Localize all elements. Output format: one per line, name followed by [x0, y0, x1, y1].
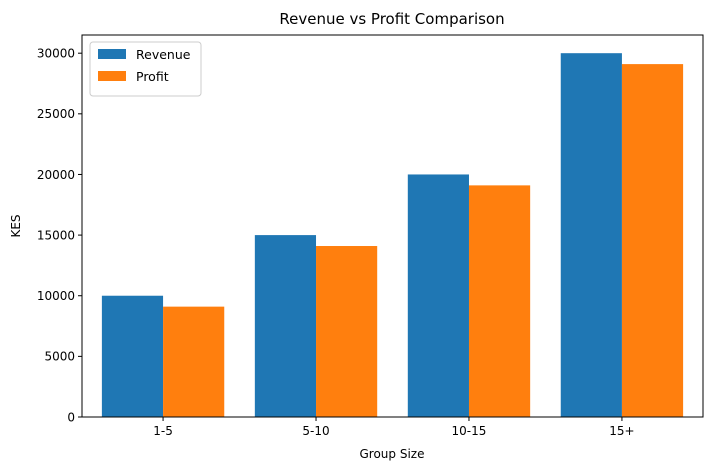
x-tick-label: 15+	[609, 424, 634, 438]
y-axis-label: KES	[9, 214, 23, 237]
bar-profit-15+	[621, 64, 684, 417]
legend-swatch-profit	[98, 71, 126, 81]
bars-group	[101, 53, 684, 417]
bar-revenue-1-5	[101, 295, 164, 417]
chart-title: Revenue vs Profit Comparison	[279, 10, 504, 28]
x-tick-label: 5-10	[302, 424, 329, 438]
y-tick-label: 5000	[44, 350, 75, 364]
legend-label-revenue: Revenue	[136, 47, 191, 62]
bar-profit-5-10	[316, 246, 378, 417]
x-axis: 1-5 5-10 10-15 15+	[153, 417, 635, 438]
bar-revenue-15+	[560, 53, 622, 417]
y-tick-label: 20000	[37, 168, 75, 182]
bar-profit-1-5	[163, 306, 225, 417]
y-tick-label: 10000	[37, 289, 75, 303]
legend-swatch-revenue	[98, 49, 126, 59]
bar-profit-10-15	[468, 185, 531, 417]
bar-revenue-10-15	[407, 174, 469, 417]
legend-label-profit: Profit	[136, 69, 169, 84]
y-tick-label: 25000	[37, 107, 75, 121]
x-axis-label: Group Size	[360, 447, 425, 461]
y-axis: 0 5000 10000 15000 20000 25000 30000	[37, 46, 82, 424]
bar-revenue-5-10	[254, 235, 317, 417]
plot-frame	[81, 34, 704, 418]
x-tick-label: 1-5	[153, 424, 173, 438]
y-tick-label: 15000	[37, 228, 75, 242]
legend: Revenue Profit	[89, 41, 202, 97]
y-tick-label: 30000	[37, 46, 75, 60]
x-tick-label: 10-15	[452, 424, 487, 438]
y-tick-label: 0	[67, 410, 75, 424]
